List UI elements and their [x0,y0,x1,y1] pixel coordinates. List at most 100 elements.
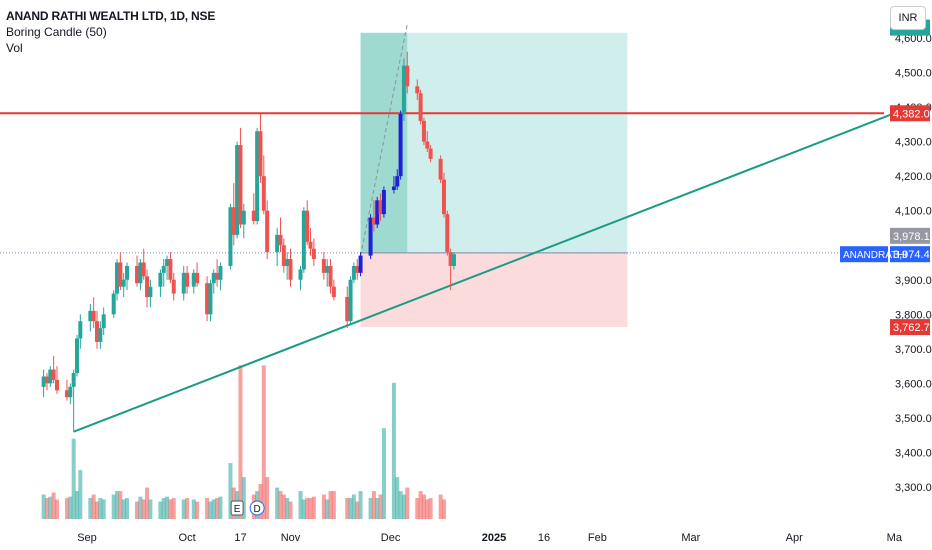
volume-bar [301,499,306,519]
candle [375,196,380,228]
volume-bar [141,499,146,519]
candle [421,117,426,146]
candle-body [378,200,383,215]
candle-body [101,314,106,329]
candle-body [278,234,283,246]
candle-body [208,283,213,315]
candle [158,269,163,298]
candle-body [138,262,143,284]
candle-body [401,65,406,114]
candle-body [351,265,356,280]
candle [288,248,293,287]
candle-body [161,265,166,273]
volume-bar [275,487,280,519]
symbol-price-label: ANANDRATHI [840,246,907,263]
candle-body [301,210,306,270]
candle [121,272,126,298]
candle [441,172,446,218]
volume-bars [41,365,446,519]
candle-body [141,262,146,277]
candle-body [191,272,196,287]
price-tick-label: 4,200.00 [895,171,932,183]
candle [275,227,280,266]
candle-body [258,131,263,177]
last-price-tag-bg [890,246,930,263]
candle-body [205,283,210,315]
price-tick-label: 3,800.00 [895,309,932,321]
candle [88,303,93,332]
volume-bar [381,428,386,519]
last-price-tag: 3,974.45 [890,246,932,263]
candle-body [118,262,123,287]
candle-body [95,321,100,342]
price-tick-label: 3,500.00 [895,413,932,425]
candle [278,217,283,253]
candle-body [445,214,450,253]
earnings-marker: E [230,500,244,516]
candle [191,269,196,294]
candle-body [355,265,360,273]
candle [285,252,290,280]
candle-body [148,286,153,298]
candle-body [321,259,326,273]
candle [321,252,326,280]
candle-body [145,276,150,298]
candle [445,210,450,256]
candle-body [68,386,73,398]
candle [438,155,443,184]
time-tick-label: 2025 [482,532,506,544]
candle-body [421,120,426,142]
candle [398,110,403,180]
event-marker-label: E [234,504,241,515]
candle-body [328,265,333,287]
volume-bar [48,496,53,519]
candle-body [358,255,363,273]
candle [98,321,103,349]
indicator-volume[interactable]: Vol [6,41,23,55]
candle [298,265,303,291]
volume-bar [111,494,116,519]
candle [205,276,210,322]
symbol-title[interactable]: ANAND RATHI WEALTH LTD, 1D, NSE [6,9,216,23]
volume-bar [195,501,200,519]
candle-body [121,279,126,287]
volume-bar [348,498,353,519]
currency-button[interactable]: INR [890,6,926,30]
candle-body [348,279,353,322]
candle-body [261,176,266,211]
candle [48,366,53,387]
volume-bar [285,498,290,519]
candle [64,379,69,401]
volume-bar [161,498,166,519]
candle-body [395,176,400,187]
candle-body [448,252,453,266]
candle-body [381,189,386,215]
last-price-tag-text: 3,974.45 [893,249,932,261]
candle [168,252,173,284]
indicator-boring-candle[interactable]: Boring Candle (50) [6,25,107,39]
candle-body [441,179,446,215]
candle [115,259,120,301]
volume-bar [355,501,360,519]
volume-bar [78,470,83,519]
candle-body [115,262,120,294]
candle [195,262,200,287]
candle-body [51,369,56,380]
candle [74,335,79,377]
volume-bar [145,487,150,519]
candle-body [98,328,103,342]
candle [331,279,336,301]
time-tick-label: Apr [786,532,803,544]
candle [451,252,456,270]
volume-bar [135,501,140,519]
volume-bar [125,498,130,519]
candle [231,183,236,246]
candle-body [451,254,456,266]
time-tick-label: Ma [887,532,903,544]
candle-body [74,338,79,374]
stop-loss-tag: 3,762.75 [890,319,932,336]
volume-bar [441,499,446,519]
chart-legend: ANAND RATHI WEALTH LTD, 1D, NSE Boring C… [6,8,215,56]
candle-body [298,269,303,280]
